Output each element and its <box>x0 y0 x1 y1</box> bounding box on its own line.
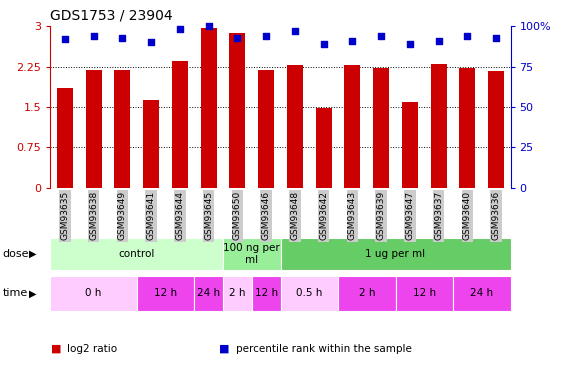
Text: GSM93645: GSM93645 <box>204 191 213 240</box>
Text: 1 ug per ml: 1 ug per ml <box>365 249 426 259</box>
Bar <box>280 238 511 270</box>
Point <box>176 27 185 33</box>
Point <box>348 38 357 44</box>
Bar <box>172 61 188 188</box>
Text: GSM93649: GSM93649 <box>118 191 127 240</box>
Bar <box>287 66 303 188</box>
Bar <box>229 33 245 188</box>
Text: 12 h: 12 h <box>154 288 177 298</box>
Point <box>406 41 415 47</box>
Bar <box>223 276 252 311</box>
Text: GSM93641: GSM93641 <box>146 191 155 240</box>
Text: GSM93642: GSM93642 <box>319 191 328 240</box>
Text: ▶: ▶ <box>29 249 36 259</box>
Bar <box>344 65 360 188</box>
Text: GSM93643: GSM93643 <box>348 191 357 240</box>
Bar <box>201 28 217 188</box>
Bar <box>114 70 130 188</box>
Text: 12 h: 12 h <box>255 288 278 298</box>
Point <box>319 41 328 47</box>
Text: GSM93648: GSM93648 <box>291 191 300 240</box>
Point <box>89 33 98 39</box>
Bar <box>252 276 280 311</box>
Text: GSM93644: GSM93644 <box>176 191 185 240</box>
Bar <box>50 276 137 311</box>
Text: 12 h: 12 h <box>413 288 436 298</box>
Bar <box>431 64 447 188</box>
Text: GSM93636: GSM93636 <box>491 191 500 240</box>
Text: GSM93639: GSM93639 <box>376 191 385 240</box>
Point <box>146 39 155 45</box>
Bar <box>50 238 223 270</box>
Bar <box>137 276 194 311</box>
Text: 0.5 h: 0.5 h <box>296 288 323 298</box>
Text: GSM93637: GSM93637 <box>434 191 443 240</box>
Text: ■: ■ <box>219 344 229 354</box>
Text: GSM93638: GSM93638 <box>89 191 98 240</box>
Text: dose: dose <box>3 249 29 259</box>
Bar <box>402 102 418 188</box>
Bar <box>223 238 280 270</box>
Point <box>463 33 472 39</box>
Text: GSM93650: GSM93650 <box>233 191 242 240</box>
Bar <box>396 276 453 311</box>
Point <box>291 28 300 34</box>
Bar <box>459 68 475 188</box>
Point <box>233 34 242 40</box>
Text: 24 h: 24 h <box>470 288 493 298</box>
Text: control: control <box>118 249 155 259</box>
Bar <box>143 100 159 188</box>
Bar <box>194 276 223 311</box>
Text: GSM93635: GSM93635 <box>61 191 70 240</box>
Text: ▶: ▶ <box>29 288 36 298</box>
Text: GDS1753 / 23904: GDS1753 / 23904 <box>50 8 173 22</box>
Text: 24 h: 24 h <box>197 288 220 298</box>
Point <box>261 33 270 39</box>
Text: GSM93647: GSM93647 <box>406 191 415 240</box>
Text: ■: ■ <box>50 344 61 354</box>
Bar <box>453 276 511 311</box>
Point <box>491 34 500 40</box>
Bar <box>316 108 332 188</box>
Point <box>61 36 70 42</box>
Text: percentile rank within the sample: percentile rank within the sample <box>236 344 412 354</box>
Bar <box>488 71 504 188</box>
Text: 2 h: 2 h <box>358 288 375 298</box>
Text: time: time <box>3 288 28 298</box>
Point <box>376 33 385 39</box>
Text: log2 ratio: log2 ratio <box>67 344 117 354</box>
Text: 2 h: 2 h <box>229 288 246 298</box>
Text: 100 ng per
ml: 100 ng per ml <box>223 243 280 265</box>
Text: GSM93640: GSM93640 <box>463 191 472 240</box>
Bar <box>280 276 338 311</box>
Point <box>204 23 213 29</box>
Bar <box>258 70 274 188</box>
Bar <box>57 88 73 188</box>
Text: GSM93646: GSM93646 <box>261 191 270 240</box>
Text: 0 h: 0 h <box>85 288 102 298</box>
Point <box>434 38 443 44</box>
Bar <box>373 68 389 188</box>
Point <box>118 34 127 40</box>
Bar <box>86 70 102 188</box>
Bar <box>338 276 396 311</box>
